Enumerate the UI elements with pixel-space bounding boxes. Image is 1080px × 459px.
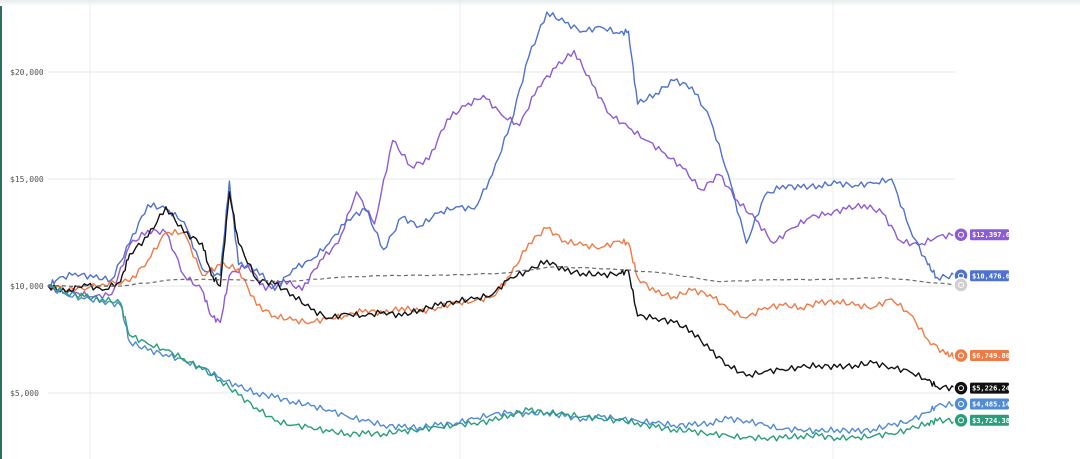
series-line: [47, 226, 956, 359]
y-tick-label: $20,000: [10, 68, 44, 77]
series-line: [47, 283, 956, 442]
series-line: [47, 191, 956, 392]
knot-icon: [953, 412, 969, 429]
end-value-label: $6,749.80: [972, 352, 1010, 360]
starburst-icon: [953, 226, 969, 243]
series-line: [47, 285, 956, 435]
end-value-label: $4,485.14: [972, 401, 1010, 409]
gear-icon: [958, 281, 964, 288]
y-tick-label: $5,000: [10, 389, 39, 398]
starburst-icon: [958, 231, 964, 238]
end-value-badge: [970, 270, 1009, 282]
end-value-label: $5,226.24: [972, 385, 1010, 393]
left-border: [0, 0, 2, 459]
end-value-badge: [970, 382, 1009, 394]
end-value-badge: [970, 398, 1009, 410]
end-value-label: $12,397.65: [972, 231, 1014, 239]
knot-icon: [958, 417, 964, 424]
series-line: [47, 11, 956, 291]
sparkle-icon: [953, 396, 969, 412]
gear-icon: [953, 277, 969, 293]
y-tick-label: $10,000: [10, 282, 44, 291]
ring-icon: [953, 380, 969, 396]
end-value-label: $10,476.64: [972, 272, 1014, 280]
top-shade: [0, 0, 1080, 6]
sunburst-icon: [958, 352, 964, 359]
y-tick-label: $15,000: [10, 175, 44, 184]
end-value-label: $3,724.38: [972, 417, 1010, 425]
series-line: [47, 49, 956, 324]
end-value-badge: [970, 350, 1009, 362]
sparkle-icon: [958, 401, 964, 408]
end-value-badge: [970, 414, 1009, 426]
ring-icon: [958, 385, 964, 392]
sunburst-icon: [953, 347, 969, 364]
end-value-badge: [970, 229, 1009, 241]
series-line: [47, 266, 956, 287]
